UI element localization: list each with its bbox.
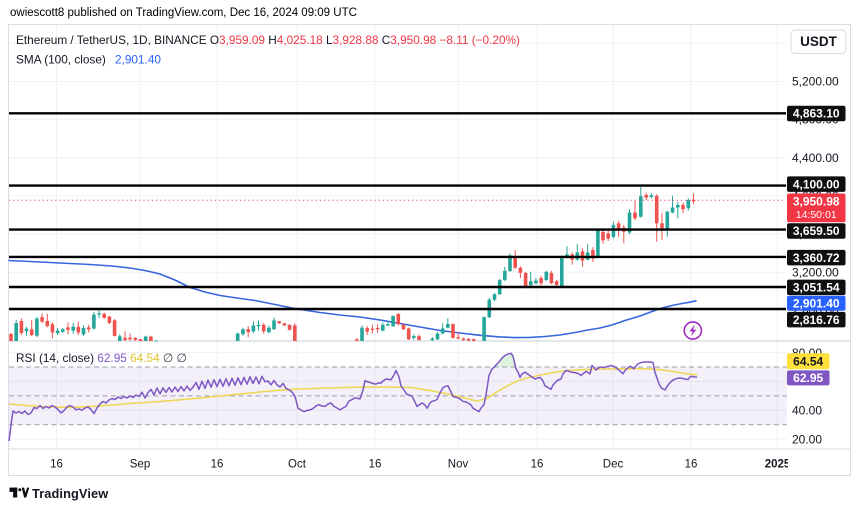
svg-text:3,950.98: 3,950.98: [793, 194, 840, 208]
svg-text:62.95: 62.95: [793, 371, 823, 385]
svg-text:USDT: USDT: [800, 34, 838, 49]
svg-text:Dec: Dec: [603, 459, 624, 471]
svg-text:20.00: 20.00: [792, 432, 822, 446]
svg-text:16: 16: [369, 459, 382, 471]
svg-text:16: 16: [685, 459, 698, 471]
svg-text:2,816.76: 2,816.76: [793, 313, 840, 327]
svg-text:3,360.72: 3,360.72: [793, 251, 840, 265]
svg-text:Nov: Nov: [448, 459, 469, 471]
svg-text:40.00: 40.00: [792, 403, 822, 417]
svg-text:5,200.00: 5,200.00: [792, 75, 839, 89]
svg-text:4,100.00: 4,100.00: [793, 177, 840, 191]
svg-text:2,901.40: 2,901.40: [793, 297, 840, 311]
svg-text:RSI (14, close) 62.95 64.54 ∅: RSI (14, close) 62.95 64.54 ∅ ∅: [16, 351, 187, 365]
svg-text:3,659.50: 3,659.50: [793, 224, 840, 238]
svg-text:16: 16: [531, 459, 544, 471]
svg-text:Oct: Oct: [288, 459, 307, 471]
svg-text:Ethereum / TetherUS, 1D, BINAN: Ethereum / TetherUS, 1D, BINANCE O3,959.…: [16, 33, 520, 47]
svg-text:14:50:01: 14:50:01: [796, 209, 837, 221]
svg-text:Sep: Sep: [130, 459, 150, 471]
svg-text:64.54: 64.54: [793, 354, 823, 368]
svg-text:2025: 2025: [765, 459, 791, 471]
svg-text:4,863.10: 4,863.10: [793, 107, 840, 121]
svg-text:4,400.00: 4,400.00: [792, 151, 839, 165]
svg-text:3,051.54: 3,051.54: [793, 281, 840, 295]
svg-text:16: 16: [50, 459, 63, 471]
svg-text:SMA (100, close) 2,901.40: SMA (100, close) 2,901.40: [16, 52, 161, 66]
svg-text:16: 16: [211, 459, 224, 471]
svg-text:3,200.00: 3,200.00: [792, 265, 839, 279]
